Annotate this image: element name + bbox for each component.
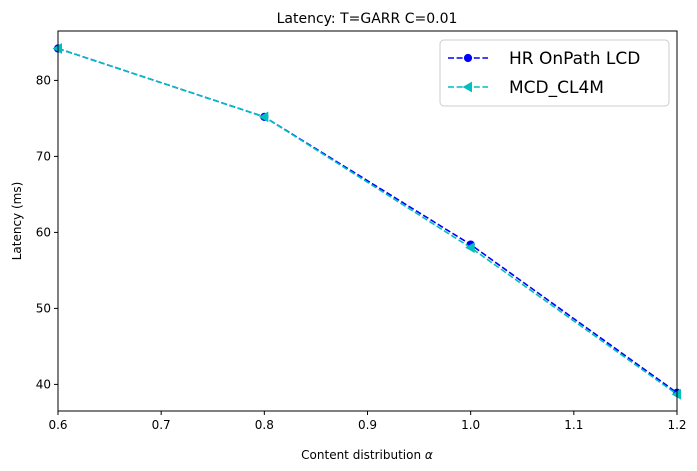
legend-marker [462, 81, 472, 93]
x-tick-label: 0.9 [358, 418, 377, 432]
x-tick-label: 0.6 [48, 418, 67, 432]
x-axis: 0.6 0.7 0.8 0.9 1.0 1.1 1.2 [48, 411, 687, 432]
x-tick-label: 0.7 [152, 418, 171, 432]
data-point [258, 111, 269, 123]
x-axis-label-text: Content distribution [301, 448, 421, 462]
y-tick-label: 40 [36, 377, 51, 391]
legend: HR OnPath LCD MCD_CL4M [439, 39, 670, 107]
y-tick-label: 50 [36, 301, 51, 315]
legend-box [439, 39, 670, 107]
y-tick-label: 70 [36, 149, 51, 163]
x-tick-label: 1.1 [564, 418, 583, 432]
x-tick-label: 0.8 [255, 418, 274, 432]
x-tick-label: 1.2 [667, 418, 686, 432]
legend-marker [463, 53, 473, 63]
y-axis-label: Latency (ms) [10, 182, 24, 261]
y-tick-label: 60 [36, 225, 51, 239]
y-axis: 40 50 60 70 80 [36, 73, 58, 391]
data-point [465, 242, 475, 253]
y-tick-label: 80 [36, 73, 51, 87]
legend-label: MCD_CL4M [509, 78, 604, 98]
x-tick-label: 1.0 [461, 418, 480, 432]
x-axis-label-symbol: α [425, 448, 433, 462]
plot-frame [57, 30, 678, 412]
series-layer [52, 43, 682, 400]
chart-title: Latency: T=GARR C=0.01 [277, 11, 458, 27]
legend-label: HR OnPath LCD [509, 49, 640, 69]
series-line [57, 47, 678, 395]
x-axis-label: Content distribution α [301, 448, 433, 462]
